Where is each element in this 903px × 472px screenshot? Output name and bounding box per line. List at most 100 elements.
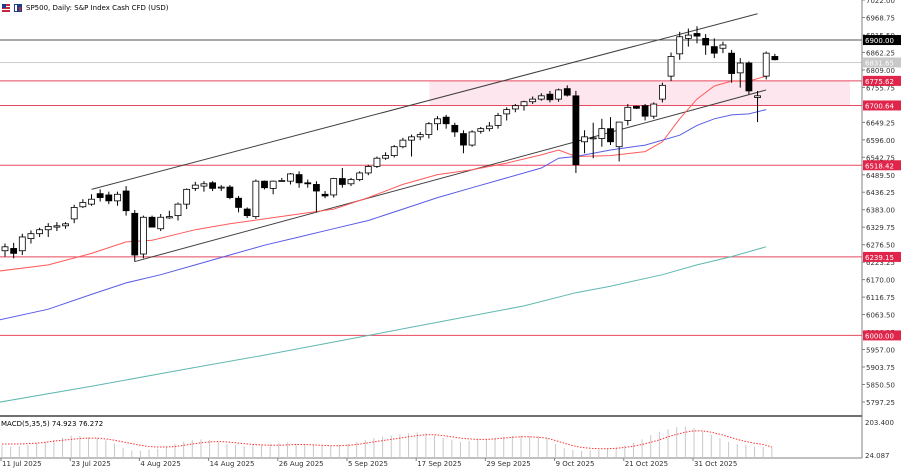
candle-body <box>555 89 562 100</box>
price-label-text: 6518.42 <box>865 162 894 170</box>
candle-body <box>226 186 234 198</box>
price-tick-label: 6116.75 <box>866 294 895 302</box>
candle-body <box>356 172 364 180</box>
candle-body <box>27 233 35 239</box>
candle-body <box>425 123 433 135</box>
candle-body <box>200 183 208 187</box>
candle-body <box>79 202 87 208</box>
candle-body <box>390 146 398 156</box>
candle-body <box>615 121 623 148</box>
candle-body <box>520 101 528 107</box>
candle-body <box>710 46 718 54</box>
candle-body <box>451 124 459 133</box>
candle-body <box>62 223 69 227</box>
candle-body <box>468 131 476 146</box>
candle-body <box>183 188 191 205</box>
candle-body <box>607 128 614 143</box>
candle-body <box>563 88 571 96</box>
time-tick-label: 14 Aug 2025 <box>210 460 255 468</box>
candle-body <box>416 134 424 138</box>
price-label-text: 6239.15 <box>865 254 894 262</box>
candle-body <box>165 216 173 219</box>
candle-body <box>10 248 18 254</box>
moving-average-line <box>0 246 767 403</box>
price-tick-label: 5903.75 <box>866 364 895 372</box>
macd-tick-label: 203.400 <box>865 419 894 427</box>
candle-body <box>676 36 684 55</box>
candle-body <box>572 95 580 166</box>
price-tick-label: 5797.25 <box>866 399 895 407</box>
candle-body <box>330 178 338 196</box>
candle-body <box>373 157 381 167</box>
price-tick-label: 6862.25 <box>866 49 895 57</box>
candle-body <box>304 182 312 185</box>
time-tick-label: 5 Sep 2025 <box>348 460 388 468</box>
price-tick-label: 6755.75 <box>866 84 895 92</box>
price-tick-label: 6809.00 <box>866 67 895 75</box>
price-tick-label: 6223.25 <box>866 259 895 267</box>
candle-body <box>693 33 701 37</box>
candle-body <box>477 128 485 132</box>
chart-title: SP500, Daily: S&P Index Cash CFD (USD) <box>26 4 169 12</box>
candle-body <box>88 198 95 205</box>
candle-body <box>269 180 277 189</box>
candle-body <box>460 133 467 146</box>
price-tick-label: 6329.75 <box>866 224 895 232</box>
candle-body <box>295 174 303 184</box>
candle-body <box>1 246 9 252</box>
candle-body <box>702 37 710 46</box>
channel-lower-line[interactable] <box>134 89 767 263</box>
price-tick-label: 6436.25 <box>866 189 895 197</box>
macd-tick-label: 24.087 <box>865 452 890 460</box>
price-label-text: 6000.00 <box>865 332 894 340</box>
candle-body <box>191 184 199 189</box>
candle-body <box>105 194 113 202</box>
price-tick-label: 5957.00 <box>866 347 895 355</box>
candle-body <box>338 178 346 185</box>
time-tick-label: 11 Jul 2025 <box>2 460 42 468</box>
time-tick-label: 31 Oct 2025 <box>694 460 737 468</box>
candle-body <box>44 226 52 231</box>
candle-body <box>96 193 104 198</box>
price-tick-label: 6170.00 <box>866 277 895 285</box>
candle-body <box>148 216 156 228</box>
candle-body <box>659 84 666 100</box>
candle-body <box>745 62 753 92</box>
candle-body <box>157 216 165 230</box>
candle-body <box>408 136 415 141</box>
time-tick-label: 9 Oct 2025 <box>556 460 595 468</box>
candle-body <box>364 165 372 174</box>
candle-body <box>122 190 130 212</box>
candle-body <box>278 180 286 182</box>
candle-body <box>719 44 727 49</box>
candle-body <box>382 155 390 159</box>
price-label-text: 6700.64 <box>865 102 894 110</box>
macd-label: MACD(5,35,5) 74.923 76.272 <box>1 420 103 428</box>
candle-body <box>442 116 450 125</box>
candle-body <box>209 182 217 189</box>
candle-body <box>243 208 251 217</box>
price-label-badge <box>863 57 901 68</box>
candle-body <box>399 139 407 148</box>
moving-average-line <box>0 75 767 272</box>
price-tick-label: 7022.00 <box>866 0 895 5</box>
candle-body <box>114 193 121 202</box>
time-tick-label: 21 Oct 2025 <box>625 460 668 468</box>
candle-body <box>217 186 225 189</box>
price-tick-label: 6276.50 <box>866 242 895 250</box>
candle-body <box>537 95 545 100</box>
candle-body <box>235 197 242 208</box>
price-label-badge <box>863 330 901 341</box>
candle-body <box>771 56 779 61</box>
candle-body <box>503 109 511 115</box>
candle-body <box>546 93 554 101</box>
price-tick-label: 5850.50 <box>866 381 895 389</box>
candle-body <box>641 105 649 117</box>
moving-average-line <box>0 109 767 321</box>
channel-upper-line[interactable] <box>91 13 758 190</box>
candle-body <box>650 103 658 117</box>
price-label-text: 6831.65 <box>865 59 894 67</box>
candle-body <box>511 105 519 110</box>
